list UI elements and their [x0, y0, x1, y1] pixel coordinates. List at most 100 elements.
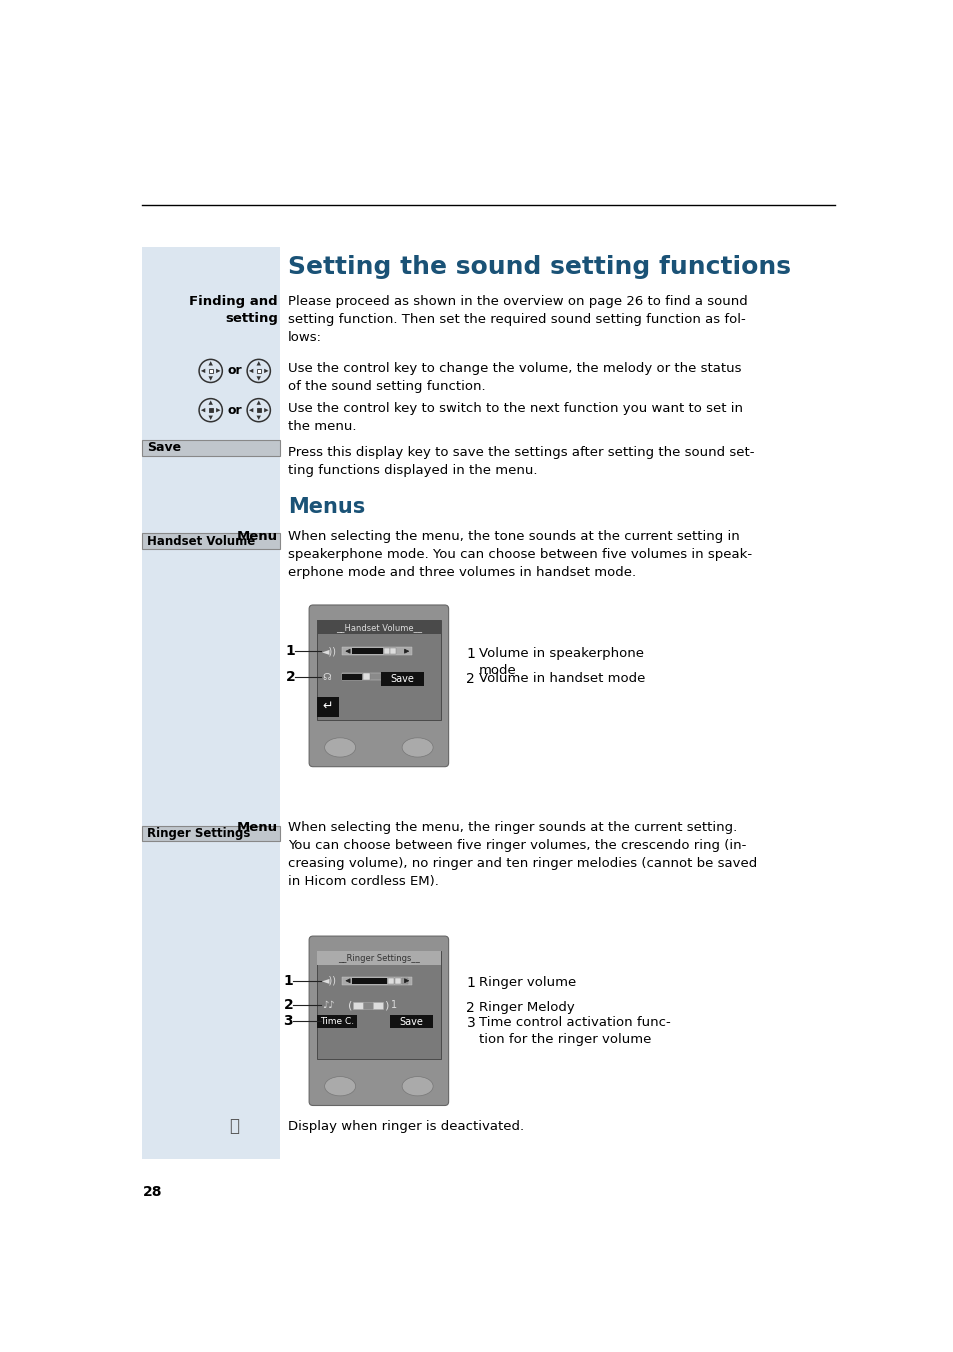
- Text: 3: 3: [466, 1017, 475, 1030]
- Polygon shape: [256, 415, 261, 420]
- Text: Save: Save: [399, 1017, 423, 1026]
- Text: 1: 1: [466, 976, 475, 990]
- Polygon shape: [264, 369, 269, 373]
- Polygon shape: [264, 408, 269, 412]
- Bar: [352, 648, 382, 654]
- Text: __Ringer Settings__: __Ringer Settings__: [337, 955, 419, 963]
- Text: 2: 2: [466, 672, 475, 685]
- Bar: [363, 673, 370, 680]
- Bar: [390, 1015, 433, 1028]
- Bar: [142, 441, 280, 456]
- Text: Time control activation func-
tion for the ringer volume: Time control activation func- tion for t…: [478, 1017, 670, 1046]
- Bar: [316, 621, 440, 721]
- Polygon shape: [201, 369, 205, 373]
- Bar: [363, 1002, 373, 1009]
- Text: 3: 3: [283, 1014, 293, 1028]
- Polygon shape: [402, 977, 407, 984]
- Polygon shape: [249, 369, 253, 373]
- Text: Use the control key to switch to the next function you want to set in
the menu.: Use the control key to switch to the nex…: [288, 403, 742, 434]
- Bar: [142, 826, 280, 841]
- Ellipse shape: [402, 1076, 433, 1096]
- Bar: [316, 952, 440, 965]
- Bar: [390, 648, 395, 654]
- Polygon shape: [216, 369, 220, 373]
- Polygon shape: [256, 400, 261, 404]
- FancyBboxPatch shape: [309, 936, 448, 1106]
- Text: ♪♪: ♪♪: [322, 1000, 335, 1010]
- Bar: [316, 952, 440, 1059]
- Polygon shape: [249, 408, 253, 412]
- Bar: [395, 977, 401, 984]
- Bar: [209, 369, 213, 373]
- Text: 28: 28: [142, 1184, 162, 1199]
- Text: Ringer Melody: Ringer Melody: [478, 1000, 574, 1014]
- Text: (: (: [348, 1000, 352, 1010]
- Text: Save: Save: [390, 673, 414, 684]
- Polygon shape: [209, 376, 213, 381]
- Bar: [352, 977, 386, 984]
- Ellipse shape: [324, 738, 355, 757]
- Polygon shape: [256, 376, 261, 381]
- Text: 1: 1: [286, 644, 295, 658]
- Bar: [256, 408, 260, 412]
- Text: 2: 2: [466, 1000, 475, 1015]
- Text: Volume in speakerphone
mode: Volume in speakerphone mode: [478, 646, 643, 676]
- Text: ): ): [384, 1000, 388, 1010]
- Polygon shape: [209, 415, 213, 420]
- Polygon shape: [256, 361, 261, 365]
- Bar: [384, 648, 390, 654]
- Text: Save: Save: [147, 441, 181, 454]
- Text: Handset Volume: Handset Volume: [147, 534, 255, 548]
- Bar: [342, 977, 412, 984]
- Bar: [342, 648, 412, 654]
- Bar: [388, 977, 394, 984]
- Polygon shape: [216, 408, 220, 412]
- Bar: [142, 247, 280, 1160]
- Text: When selecting the menu, the tone sounds at the current setting in
speakerphone : When selecting the menu, the tone sounds…: [288, 530, 752, 579]
- Bar: [142, 534, 280, 549]
- Text: Ringer volume: Ringer volume: [478, 976, 576, 990]
- Polygon shape: [209, 400, 213, 404]
- Bar: [373, 1002, 382, 1009]
- Text: Menus: Menus: [288, 498, 365, 518]
- Bar: [381, 672, 423, 685]
- Text: Setting the sound setting functions: Setting the sound setting functions: [288, 254, 790, 279]
- Bar: [353, 1002, 362, 1009]
- Text: or: or: [228, 404, 242, 416]
- Text: Menu: Menu: [236, 530, 278, 544]
- Text: Finding and
setting: Finding and setting: [190, 296, 278, 326]
- Text: Menu: Menu: [236, 821, 278, 834]
- Text: 1: 1: [390, 1000, 396, 1010]
- Text: Use the control key to change the volume, the melody or the status
of the sound : Use the control key to change the volume…: [288, 362, 740, 393]
- Bar: [342, 673, 412, 680]
- Text: 2: 2: [286, 669, 295, 684]
- Text: Time C.: Time C.: [319, 1017, 354, 1026]
- Text: ◄)): ◄)): [322, 976, 337, 986]
- Text: Ringer Settings: Ringer Settings: [147, 827, 251, 840]
- Bar: [209, 408, 213, 412]
- Text: Display when ringer is deactivated.: Display when ringer is deactivated.: [288, 1119, 524, 1133]
- Polygon shape: [209, 361, 213, 365]
- Text: ⨉: ⨉: [229, 1117, 238, 1136]
- Polygon shape: [201, 408, 205, 412]
- Bar: [342, 673, 361, 680]
- Text: Volume in handset mode: Volume in handset mode: [478, 672, 644, 685]
- Bar: [316, 698, 338, 717]
- Text: __Handset Volume__: __Handset Volume__: [335, 623, 421, 631]
- Text: ◄)): ◄)): [322, 646, 337, 656]
- Ellipse shape: [402, 738, 433, 757]
- Text: 2: 2: [283, 998, 293, 1013]
- Text: ↵: ↵: [322, 700, 333, 713]
- Text: 1: 1: [283, 973, 293, 988]
- Bar: [256, 369, 260, 373]
- Text: Please proceed as shown in the overview on page 26 to find a sound
setting funct: Please proceed as shown in the overview …: [288, 296, 747, 345]
- Text: Press this display key to save the settings after setting the sound set-
ting fu: Press this display key to save the setti…: [288, 446, 754, 477]
- Text: When selecting the menu, the ringer sounds at the current setting.
You can choos: When selecting the menu, the ringer soun…: [288, 821, 757, 888]
- Bar: [316, 621, 440, 634]
- Bar: [316, 1015, 356, 1028]
- Ellipse shape: [324, 1076, 355, 1096]
- Text: ☊: ☊: [322, 672, 331, 681]
- Text: or: or: [228, 365, 242, 377]
- FancyBboxPatch shape: [309, 604, 448, 767]
- Text: 1: 1: [466, 646, 475, 661]
